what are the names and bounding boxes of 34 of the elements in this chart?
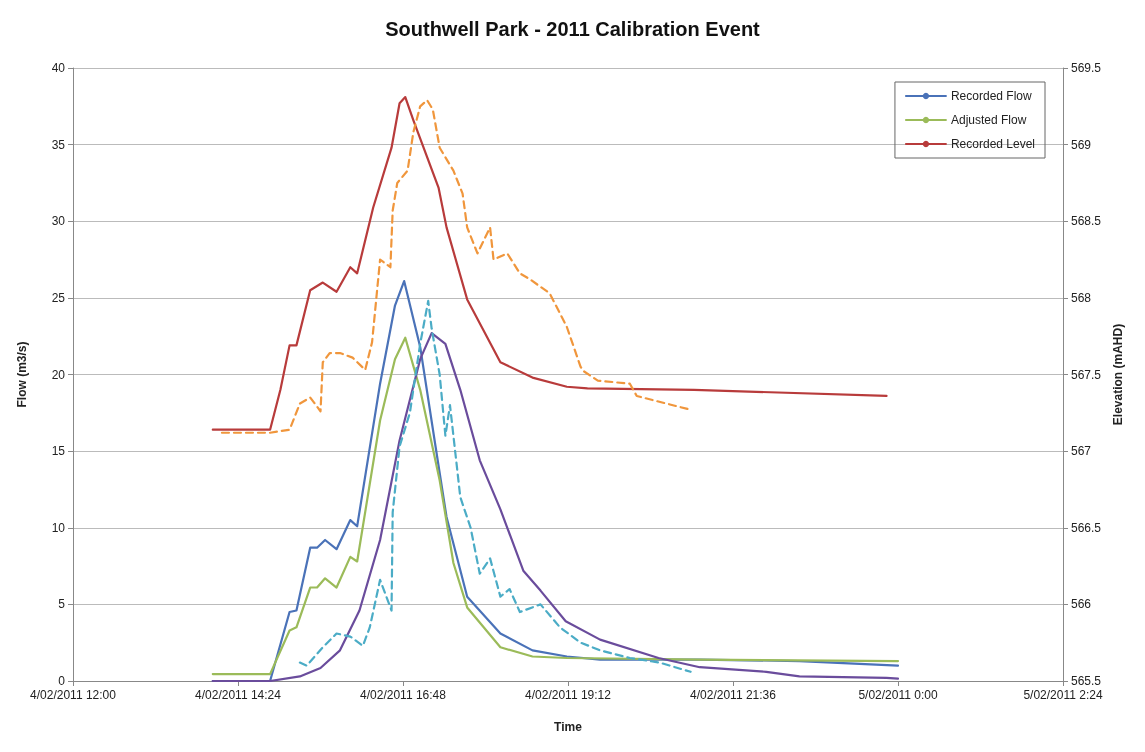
x-tick-label: 5/02/2011 0:00	[858, 688, 938, 702]
legend-label: Adjusted Flow	[950, 113, 1027, 127]
y-tick-label: 20	[51, 367, 66, 382]
y2-tick-label: 566.5	[1071, 520, 1102, 535]
y-axis-title: Flow (m3/s)	[15, 341, 29, 408]
y-tick-label: 0	[58, 674, 66, 688]
chart-title: Southwell Park - 2011 Calibration Event	[385, 18, 761, 40]
x-tick-label: 4/02/2011 14:24	[195, 688, 282, 702]
y2-tick-label: 569	[1071, 137, 1092, 152]
y2-tick-label: 566	[1071, 597, 1092, 612]
y2-tick-label: 565.5	[1071, 674, 1102, 688]
x-axis-title: Time	[554, 720, 583, 734]
y-tick-label: 35	[51, 137, 66, 152]
y2-axis-title: Elevation (mAHD)	[1110, 323, 1125, 426]
y2-tick-label: 567.5	[1071, 367, 1102, 382]
x-tick-label: 4/02/2011 16:48	[360, 688, 447, 702]
legend-label: Recorded Level	[950, 137, 1036, 151]
line-series	[298, 299, 692, 673]
y-tick-label: 30	[51, 214, 66, 229]
y2-tick-label: 568.5	[1071, 214, 1102, 229]
y2-tick-label: 568	[1071, 290, 1092, 305]
y-tick-label: 15	[51, 444, 66, 459]
x-tick-label: 4/02/2011 21:36	[690, 688, 777, 702]
x-tick-label: 5/02/2011 2:24	[1023, 688, 1103, 702]
x-tick-label: 4/02/2011 19:12	[525, 688, 612, 702]
line-series	[211, 96, 888, 431]
y-tick-label: 5	[58, 597, 66, 612]
y2-tick-label: 567	[1071, 444, 1092, 459]
y-tick-label: 25	[51, 290, 66, 305]
x-tick-label: 4/02/2011 12:00	[30, 688, 117, 702]
y2-tick-label: 569.5	[1071, 61, 1102, 75]
y-tick-label: 40	[51, 61, 66, 75]
y-tick-label: 10	[51, 520, 66, 535]
legend-label: Recorded Flow	[950, 89, 1032, 103]
